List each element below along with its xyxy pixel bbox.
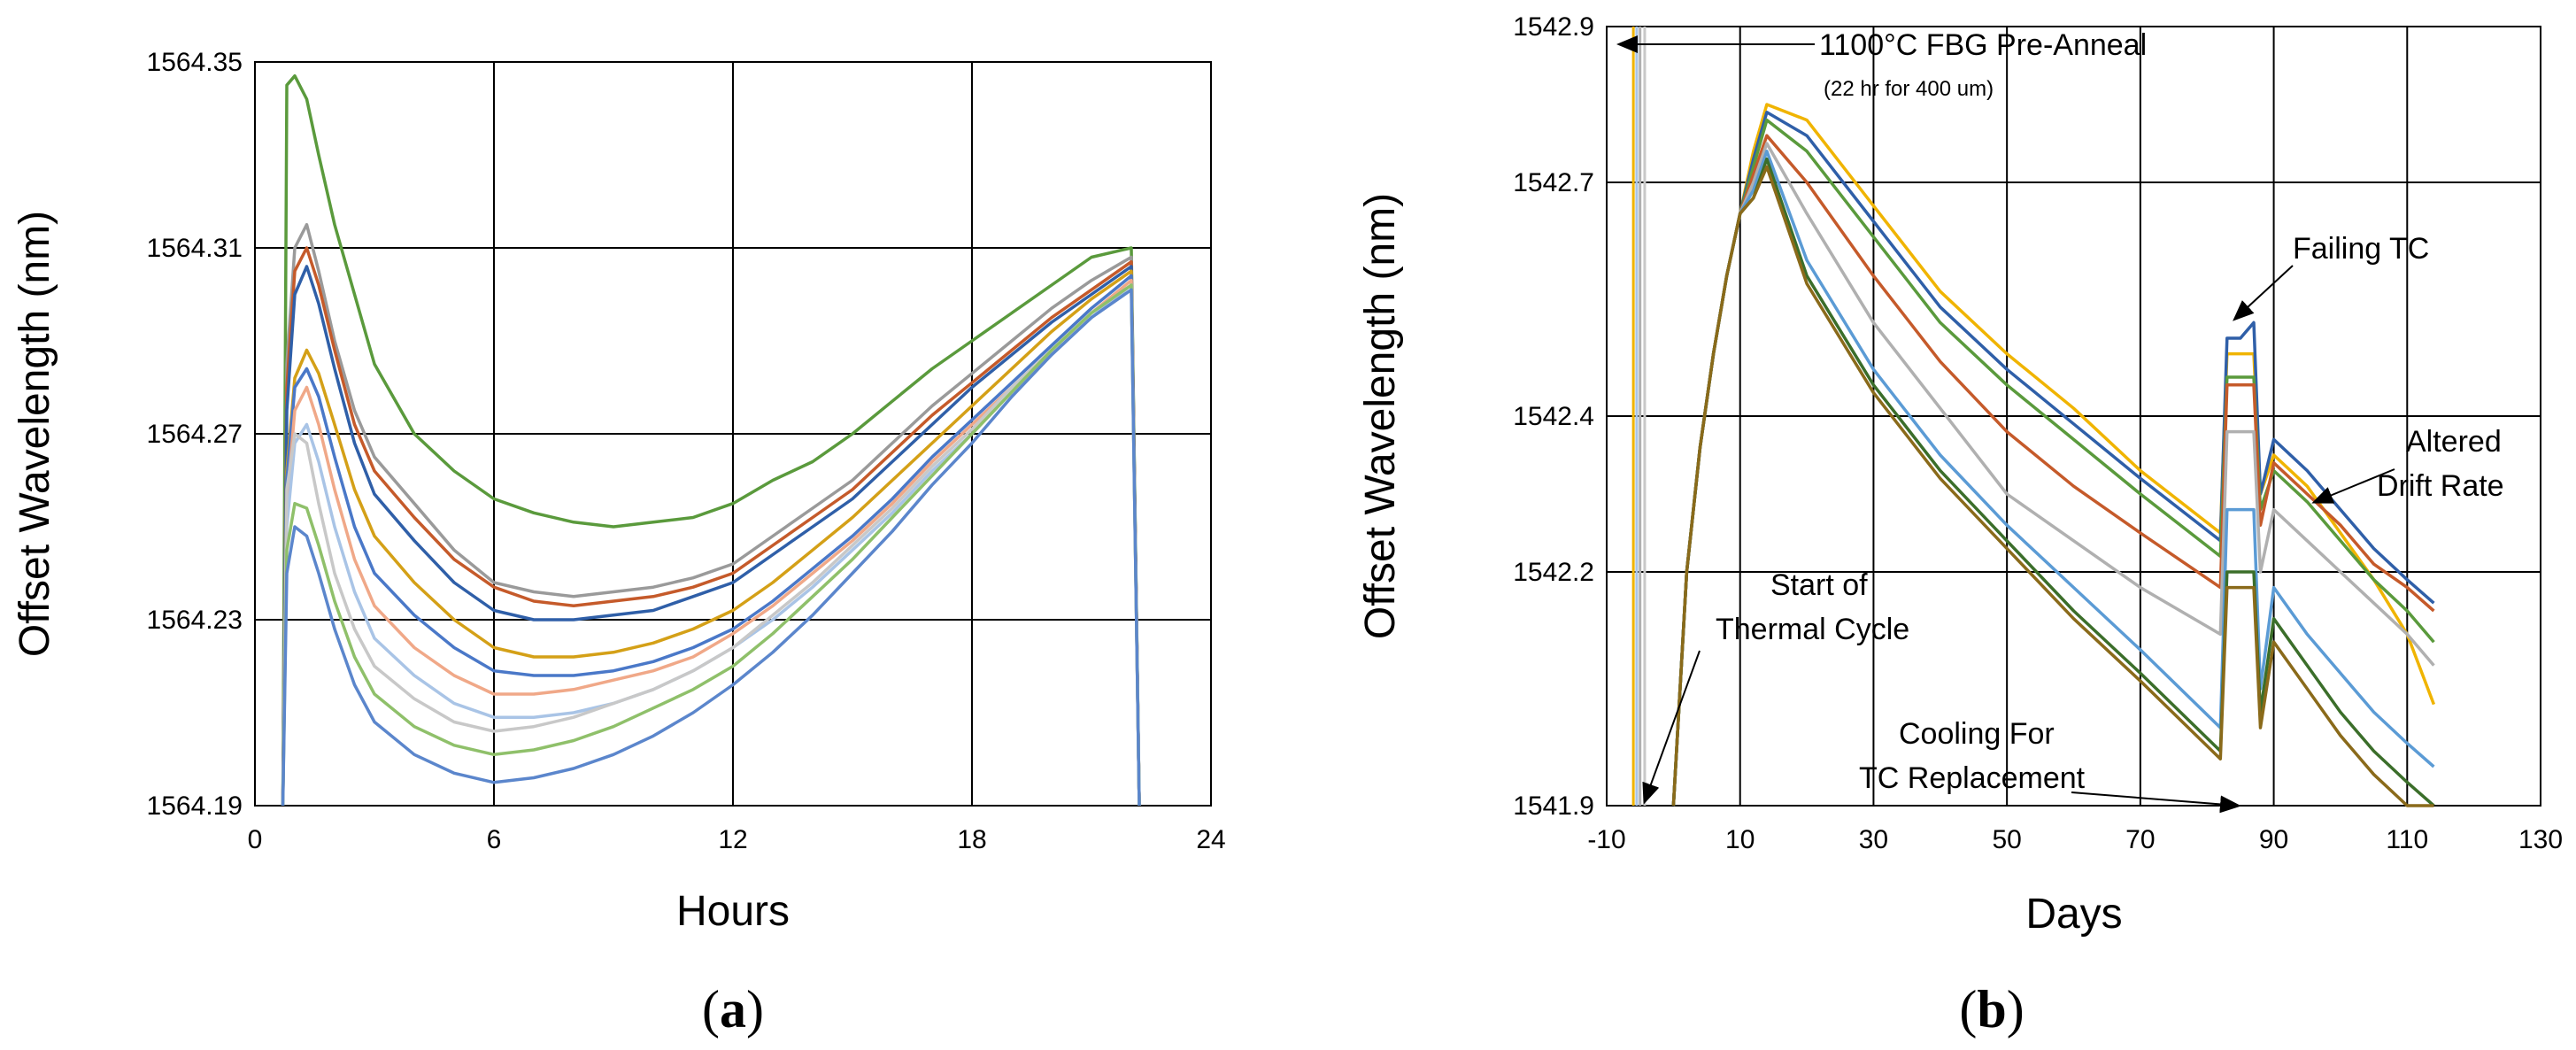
preanneal-label: 1100°C FBG Pre-Anneal [1819,28,2147,62]
chart-b-x-tick-label: 50 [1992,825,2021,854]
start-arrow [1642,650,1701,805]
chart-b-x-tick-label: 70 [2125,825,2155,854]
chart-b-caption: (b) [1959,980,2024,1038]
chart-a-series-line-1 [281,73,1141,807]
chart-b-annotations: 1100°C FBG Pre-Anneal (22 hr for 400 um)… [1616,28,2504,814]
chart-a-x-tick-label: 0 [248,825,263,854]
chart-a-series-line-3 [281,246,1141,807]
chart-b-y-ticks: 1541.9 1542.2 1542.4 1542.7 1542.9 [1513,12,1594,821]
chart-b-y-tick-label: 1542.7 [1513,168,1594,197]
chart-b-series-line-8 [1671,165,2434,807]
chart-a-series [281,73,1141,807]
chart-b-preanneal-markers [1631,27,1647,806]
altered-drift-arrow [2311,468,2395,504]
chart-a-y-tick-label: 1564.23 [147,606,243,635]
chart-b-x-tick-label: 10 [1725,825,1755,854]
chart-a-y-tick-label: 1564.27 [147,420,243,449]
chart-a-series-line-5 [281,269,1141,807]
altered-drift-label-1: Altered [2406,425,2502,459]
preanneal-sublabel: (22 hr for 400 um) [1824,77,1994,101]
chart-a-series-line-6 [281,274,1141,807]
chart-b-x-tick-label: 130 [2518,825,2563,854]
chart-a: 0 6 12 18 24 1564.191564.231564.271564.31156… [12,48,1226,1038]
chart-a-series-line-11 [281,288,1141,807]
failing-tc-arrow [2233,265,2294,321]
chart-a-x-label: Hours [676,888,790,935]
chart-a-y-tick-label: 1564.19 [147,791,243,821]
chart-a-series-line-10 [281,283,1141,807]
chart-a-caption: (a) [702,980,764,1038]
cooling-arrow [2071,791,2241,814]
altered-drift-label-2: Drift Rate [2377,469,2504,503]
chart-a-x-tick-label: 24 [1196,825,1225,854]
chart-a-y-ticks: 1564.19 1564.23 1564.27 1564.31 1564.35 [147,48,243,821]
chart-a-x-tick-label: 18 [957,825,986,854]
chart-a-y-tick-label: 1564.31 [147,234,243,263]
cooling-label-1: Cooling For [1899,717,2055,751]
chart-b-y-tick-label: 1541.9 [1513,791,1594,821]
chart-a-series-line-2 [281,222,1141,807]
start-label-1: Start of [1770,568,1868,602]
chart-b-x-label: Days [2025,891,2122,938]
chart-b-x-ticks: -10 10 30 50 70 90 110 130 [1587,825,2563,854]
chart-a-series-line-9 [281,283,1141,807]
cooling-label-2: TC Replacement [1859,761,2086,795]
chart-a-x-tick-label: 6 [487,825,502,854]
start-label-2: Thermal Cycle [1716,613,1909,646]
chart-b-series [1671,103,2436,807]
chart-b-y-tick-label: 1542.2 [1513,558,1594,587]
chart-a-y-label: Offset Wavelength (nm) [12,211,58,657]
chart-a-y-tick-label: 1564.35 [147,48,243,77]
chart-b-x-tick-label: 30 [1859,825,1888,854]
chart-a-x-tick-label: 12 [718,825,747,854]
chart-b-y-tick-label: 1542.9 [1513,12,1594,42]
chart-a-x-ticks: 0 6 12 18 24 [248,825,1226,854]
chart-b-x-tick-label: 90 [2259,825,2288,854]
chart-a-series-line-4 [281,265,1141,807]
chart-b-y-tick-label: 1542.4 [1513,402,1594,431]
chart-a-series-line-7 [281,278,1141,807]
chart-b-x-tick-label: 110 [2386,825,2428,854]
chart-b: -10 10 30 50 70 90 110 130 1541.91542.21542.415… [1357,12,2563,1038]
chart-b-y-label: Offset Wavelength (nm) [1357,193,1404,639]
failing-tc-label: Failing TC [2293,232,2429,266]
chart-b-x-tick-label: -10 [1587,825,1625,854]
